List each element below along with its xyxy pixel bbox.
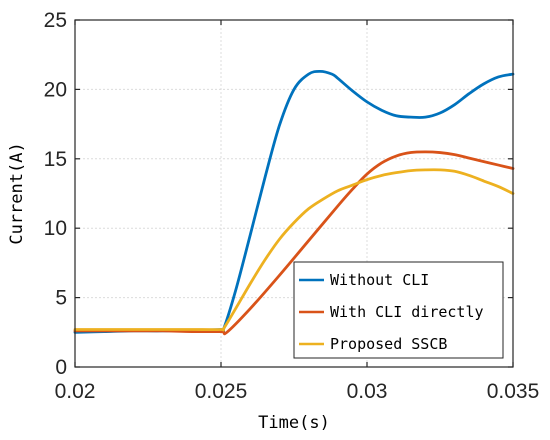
y-tick-label: 15 xyxy=(44,148,67,171)
x-tick-label: 0.025 xyxy=(195,380,248,403)
axis-ticks xyxy=(74,19,514,368)
legend-box xyxy=(293,261,504,359)
legend-label-with-cli-directly: With CLI directly xyxy=(330,303,484,321)
y-tick-label: 0 xyxy=(55,356,67,379)
y-tick-label: 20 xyxy=(44,78,67,101)
y-tick-label: 25 xyxy=(44,9,67,32)
x-tick-label: 0.03 xyxy=(347,380,388,403)
x-tick-label: 0.035 xyxy=(487,380,540,403)
series-lines xyxy=(73,69,515,336)
legend-label-without-cli: Without CLI xyxy=(330,271,429,289)
legend: Without CLI With CLI directly Proposed S… xyxy=(293,261,504,359)
y-axis-label: Current(A) xyxy=(7,142,27,244)
y-tick-label: 10 xyxy=(44,217,67,240)
legend-label-proposed-sscb: Proposed SSCB xyxy=(330,335,447,353)
x-axis-label: Time(s) xyxy=(258,413,330,433)
y-tick-labels: 0 5 10 15 20 25 xyxy=(44,9,67,379)
x-tick-labels: 0.02 0.025 0.03 0.035 xyxy=(55,380,540,403)
series-line-proposed-sscb xyxy=(73,168,515,332)
series-line-with-cli-directly xyxy=(73,150,515,336)
plot-frame xyxy=(74,19,514,368)
y-tick-label: 5 xyxy=(55,287,67,310)
x-tick-label: 0.02 xyxy=(55,380,96,403)
